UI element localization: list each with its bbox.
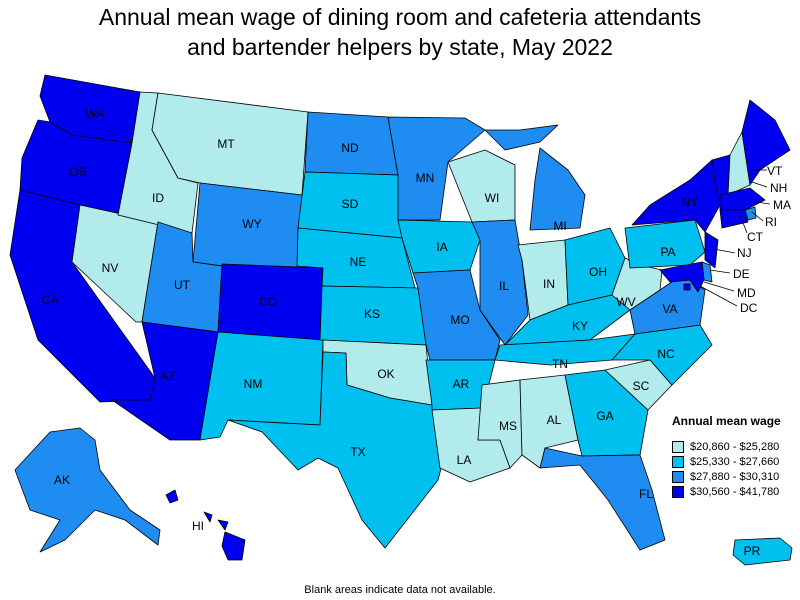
- state-label-wi: WI: [485, 191, 500, 205]
- state-label-fl: FL: [639, 487, 653, 501]
- state-labels: WA OR CA NV ID MT WY UT AZ CO NM ND SD NE KS OK TX MN IA MO…: [42, 107, 791, 558]
- state-label-ne: NE: [350, 255, 367, 269]
- state-pr[interactable]: [732, 537, 793, 566]
- state-me[interactable]: [741, 99, 791, 186]
- state-pa[interactable]: [624, 219, 706, 269]
- map-title-line-1: Annual mean wage of dining room and cafe…: [98, 4, 702, 30]
- state-label-mo: MO: [450, 313, 469, 327]
- state-label-az: AZ: [160, 369, 175, 383]
- state-wi[interactable]: [447, 149, 516, 223]
- state-dc[interactable]: [683, 283, 691, 291]
- state-label-wy: WY: [242, 217, 261, 231]
- legend-swatch: [672, 485, 684, 498]
- state-label-hi: HI: [192, 519, 204, 533]
- state-label-ct: CT: [747, 230, 764, 244]
- state-label-mt: MT: [217, 137, 235, 151]
- state-label-ri: RI: [765, 215, 777, 229]
- legend-swatch: [672, 470, 684, 483]
- state-mi[interactable]: [484, 124, 586, 231]
- state-label-pr: PR: [744, 544, 761, 558]
- state-shapes: [9, 74, 793, 566]
- state-label-il: IL: [499, 279, 509, 293]
- state-label-md: MD: [737, 286, 756, 300]
- state-nj[interactable]: [704, 231, 719, 269]
- state-label-nd: ND: [341, 141, 359, 155]
- state-label-sd: SD: [342, 197, 359, 211]
- state-label-ny: NY: [682, 195, 699, 209]
- legend-item: $25,330 - $27,660: [672, 454, 798, 469]
- state-label-ia: IA: [436, 240, 447, 254]
- state-label-mn: MN: [416, 171, 435, 185]
- state-label-ks: KS: [364, 307, 380, 321]
- state-label-ok: OK: [377, 367, 394, 381]
- state-ny[interactable]: [631, 159, 721, 233]
- state-il[interactable]: [471, 219, 529, 346]
- state-label-tn: TN: [552, 357, 568, 371]
- state-label-in: IN: [543, 277, 555, 291]
- state-label-tx: TX: [350, 445, 365, 459]
- legend-label: $30,560 - $41,780: [690, 485, 780, 498]
- legend-title: Annual mean wage: [672, 414, 781, 428]
- state-label-sc: SC: [633, 379, 650, 393]
- state-label-al: AL: [547, 413, 562, 427]
- state-mn[interactable]: [387, 116, 486, 221]
- state-label-nj: NJ: [737, 246, 752, 260]
- legend-item: $27,880 - $30,310: [672, 469, 798, 484]
- state-label-ar: AR: [453, 377, 470, 391]
- state-label-ma: MA: [773, 198, 791, 212]
- state-label-pa: PA: [660, 245, 675, 259]
- state-md[interactable]: [659, 261, 705, 293]
- state-ct[interactable]: [719, 209, 749, 229]
- state-label-de: DE: [733, 267, 750, 281]
- state-label-nv: NV: [102, 261, 119, 275]
- state-label-ga: GA: [596, 409, 613, 423]
- state-label-wv: WV: [616, 295, 635, 309]
- state-label-nc: NC: [657, 347, 675, 361]
- state-label-ca: CA: [42, 293, 59, 307]
- state-label-co: CO: [259, 295, 277, 309]
- state-label-la: LA: [457, 453, 472, 467]
- legend-label: $25,330 - $27,660: [690, 455, 780, 468]
- state-label-ak: AK: [54, 473, 70, 487]
- legend-item: $20,860 - $25,280: [672, 439, 798, 454]
- state-ma[interactable]: [719, 187, 766, 211]
- legend-item: $30,560 - $41,780: [672, 484, 798, 499]
- state-label-va: VA: [662, 302, 677, 316]
- map-title: Annual mean wage of dining room and cafe…: [0, 2, 800, 62]
- state-label-vt: VT: [767, 164, 783, 178]
- map-title-line-2: and bartender helpers by state, May 2022: [187, 34, 613, 60]
- state-label-ky: KY: [572, 319, 588, 333]
- legend: Annual mean wage $20,860 - $25,280 $25,3…: [672, 414, 798, 499]
- state-label-id: ID: [152, 191, 164, 205]
- state-label-oh: OH: [589, 265, 607, 279]
- state-label-or: OR: [69, 165, 87, 179]
- legend-label: $27,880 - $30,310: [690, 470, 780, 483]
- state-label-wa: WA: [86, 107, 105, 121]
- state-ak[interactable]: [14, 427, 161, 553]
- state-fl[interactable]: [539, 447, 666, 551]
- state-label-nh: NH: [770, 181, 787, 195]
- state-label-ms: MS: [499, 419, 517, 433]
- state-hi[interactable]: [165, 489, 246, 561]
- legend-swatch: [672, 440, 684, 453]
- state-tx[interactable]: [227, 351, 449, 549]
- state-label-mi: MI: [553, 219, 566, 233]
- state-label-nm: NM: [244, 377, 263, 391]
- legend-swatch: [672, 455, 684, 468]
- legend-label: $20,860 - $25,280: [690, 440, 780, 453]
- state-label-ut: UT: [174, 278, 191, 292]
- state-label-dc: DC: [740, 301, 758, 315]
- footnote: Blank areas indicate data not available.: [304, 584, 496, 596]
- label-leader-lines: [699, 169, 771, 307]
